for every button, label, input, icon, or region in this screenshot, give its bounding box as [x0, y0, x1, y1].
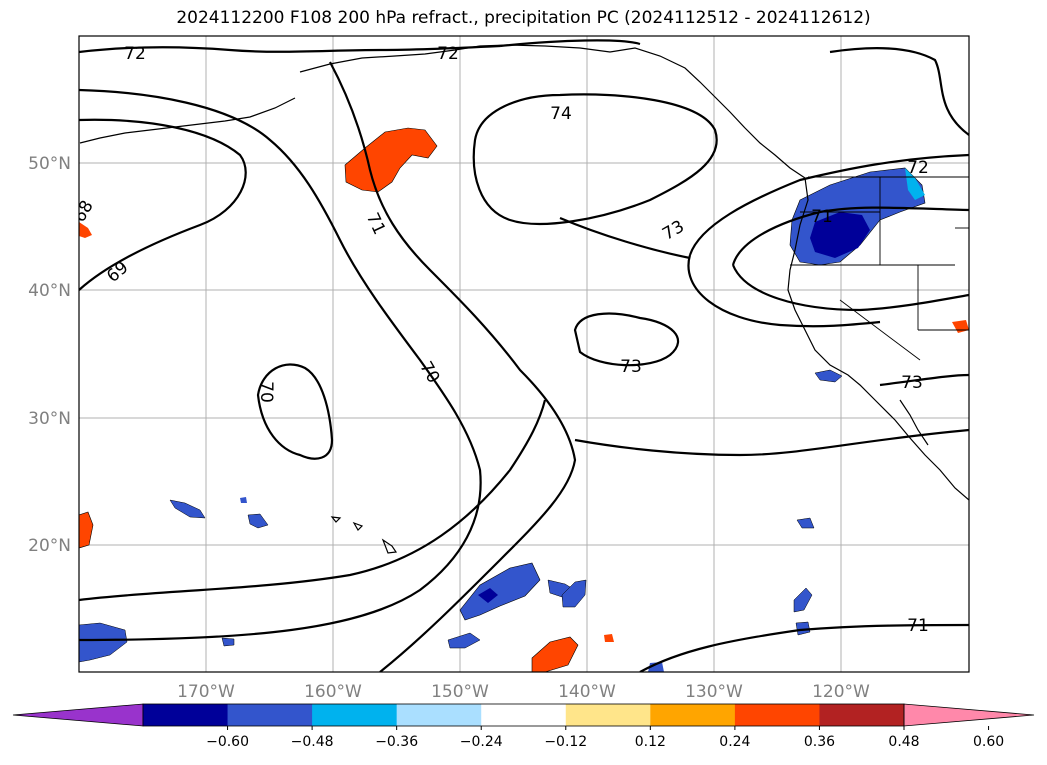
lat-label-20n: 20°N	[28, 536, 71, 556]
contour-73-east	[688, 153, 969, 256]
contour-73-east-low	[879, 373, 969, 387]
precip-neg-east-3	[648, 662, 664, 672]
precip-neg-tropic-1	[169, 499, 206, 519]
contour-70-island	[256, 363, 334, 460]
colorbar-segment	[143, 704, 229, 726]
precip-neg-pnw-edge	[905, 168, 925, 200]
colorbar-tick-label: 0.12	[635, 734, 666, 750]
precip-neg-central-2	[447, 632, 481, 649]
contour-label: 70	[256, 381, 276, 403]
contour-71-big	[329, 61, 577, 672]
coastlines	[79, 44, 969, 554]
colorbar-tick-label: −0.36	[375, 734, 418, 750]
colorbar-segment	[312, 704, 398, 726]
lat-label-50n: 50°N	[28, 154, 71, 174]
lon-label-170w: 170°W	[177, 682, 235, 702]
lat-label-30n: 30°N	[28, 409, 71, 429]
contour-label: 73	[620, 357, 642, 377]
coastline-aleutians	[79, 97, 296, 144]
lon-label-130w: 130°W	[685, 682, 743, 702]
colorbar-segment	[227, 704, 313, 726]
coastline-hawaii-1	[381, 538, 398, 554]
graticule	[79, 36, 969, 672]
coastline-hawaii-2	[352, 521, 364, 531]
contour-72-north	[79, 44, 501, 54]
lon-label-150w: 150°W	[431, 682, 489, 702]
contour-70-big	[79, 88, 482, 642]
precip-neg-pnw-inner	[810, 212, 870, 258]
contour-label: 72	[437, 44, 459, 64]
lon-axis-labels: 170°W 160°W 150°W 140°W 130°W 120°W	[177, 682, 870, 702]
contour-73-east-south	[499, 39, 641, 48]
figure-title: 2024112200 F108 200 hPa refract., precip…	[176, 8, 871, 28]
contour-71-west	[79, 118, 247, 291]
coastline-baja	[899, 399, 929, 446]
colorbar-segment	[734, 704, 820, 726]
lon-label-140w: 140°W	[558, 682, 616, 702]
contour-label: 71	[907, 616, 929, 636]
contour-72-east-south	[574, 428, 969, 457]
lon-label-160w: 160°W	[304, 682, 362, 702]
coastline-hawaii-3	[330, 516, 342, 523]
lon-label-120w: 120°W	[812, 682, 870, 702]
contour-71-south	[639, 623, 969, 672]
colorbar-tick-label: 0.36	[804, 734, 835, 750]
contour-73-central	[573, 312, 680, 367]
colorbar-segment	[481, 704, 567, 726]
contour-label: 72	[907, 158, 929, 178]
precip-neg-tropic-3	[240, 497, 247, 503]
contour-73-ridge	[559, 216, 691, 260]
contour-label: 73	[901, 373, 923, 393]
colorbar-segment	[819, 704, 905, 726]
contour-73-east-top	[829, 47, 969, 136]
precip-pos-gulf-alaska	[344, 127, 438, 193]
contour-72-inner	[731, 206, 969, 266]
precip-pos-west-edge-2	[79, 511, 94, 549]
colorbar-tick-label: 0.24	[719, 734, 750, 750]
precip-neg-central-inner	[478, 588, 498, 603]
map-frame	[78, 35, 970, 673]
colorbar: −0.60 −0.48 −0.36 −0.24 −0.12 0.12 0.24 0.36 0.4…	[12, 703, 1035, 750]
precip-neg-central-outer	[459, 562, 541, 621]
contour-label: 72	[124, 44, 146, 64]
precip-neg-east-2	[793, 587, 813, 613]
colorbar-segment	[565, 704, 651, 726]
precip-shading	[79, 127, 969, 672]
colorbar-tick-label: 0.48	[888, 734, 919, 750]
colorbar-outline	[142, 703, 905, 727]
contour-label: 74	[550, 104, 572, 124]
colorbar-tick-label: −0.48	[291, 734, 334, 750]
precip-neg-tropic-2	[247, 513, 269, 529]
contour-label: 71	[811, 207, 833, 227]
contour-69-west	[79, 399, 547, 602]
colorbar-tick-label: −0.12	[544, 734, 587, 750]
coastline-west-coast	[787, 177, 969, 501]
precip-neg-west-bottom	[79, 622, 128, 663]
colorbar-tick-label: −0.24	[460, 734, 503, 750]
precip-neg-calif-coast	[814, 369, 843, 383]
colorbar-extend-high	[903, 703, 1035, 727]
colorbar-tick-label: 0.60	[973, 734, 1004, 750]
colorbar-segment	[650, 704, 736, 726]
precip-pos-central-south	[531, 636, 579, 672]
precip-neg-central-4	[561, 579, 587, 608]
colorbar-segment	[396, 704, 482, 726]
contour-74	[472, 93, 718, 225]
contour-72-east-loop	[687, 254, 881, 328]
colorbar-extend-low	[12, 703, 144, 727]
colorbar-tick-label: −0.60	[206, 734, 249, 750]
precip-neg-west-bottom-2	[221, 637, 235, 647]
contour-71-east-loop	[731, 264, 969, 312]
refractivity-contours	[79, 39, 969, 672]
precip-neg-east-1	[796, 517, 815, 529]
coastline-alaska	[299, 44, 806, 179]
lat-axis-labels: 20°N 30°N 40°N 50°N	[28, 154, 71, 556]
lat-label-40n: 40°N	[28, 281, 71, 301]
precip-pos-central-small	[604, 634, 614, 642]
precip-pos-west-edge	[79, 222, 92, 238]
